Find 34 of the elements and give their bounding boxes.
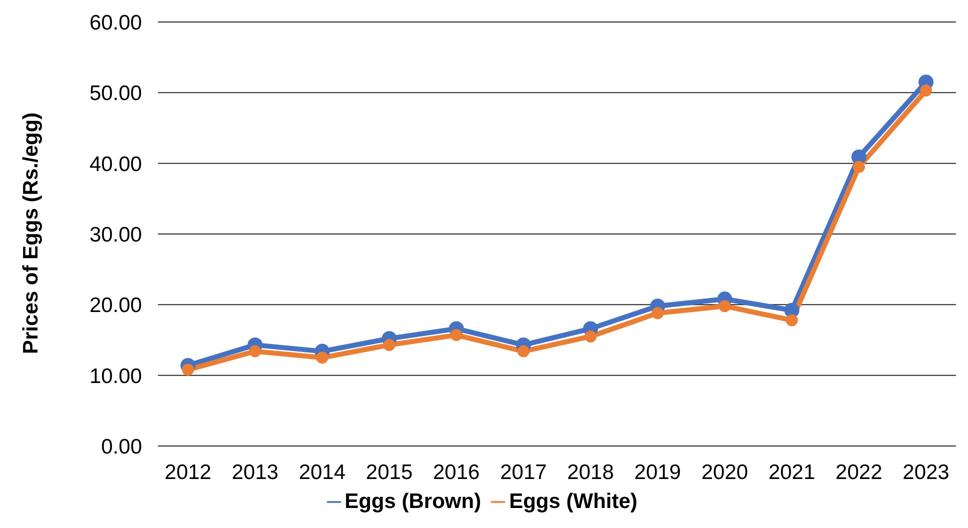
x-tick-label: 2022 (836, 460, 882, 484)
point (316, 352, 328, 364)
point (652, 307, 664, 320)
x-tick-label: 2021 (768, 460, 816, 484)
point (718, 300, 731, 312)
x-tick-label: 2013 (232, 460, 278, 484)
y-tick-label: 40.00 (89, 152, 142, 176)
y-tick-label: 60.00 (89, 11, 142, 34)
y-tick-label: 30.00 (89, 223, 142, 246)
y-tick-label: 50.00 (89, 82, 142, 106)
point (920, 84, 932, 97)
x-tick-label: 2017 (500, 460, 547, 484)
y-axis-title: Prices of Eggs (Rs./egg) (19, 112, 42, 354)
point (584, 330, 597, 342)
x-tick-label: 2014 (298, 460, 346, 484)
x-tick-label: 2020 (701, 460, 748, 484)
point (383, 338, 396, 351)
point (249, 345, 262, 358)
point (182, 364, 194, 376)
point (786, 314, 798, 326)
y-tick-label: 0.00 (101, 435, 142, 458)
x-tick-label: 2019 (634, 460, 681, 484)
x-tick-label: 2015 (366, 460, 413, 484)
legend-label: Eggs (White) (509, 490, 638, 513)
y-tick-label: 20.00 (89, 294, 142, 318)
x-tick-label: 2012 (164, 460, 212, 484)
x-tick-label: 2016 (433, 460, 480, 484)
point (450, 329, 462, 342)
x-tick-label: 2018 (567, 460, 614, 484)
x-tick-label: 2023 (902, 460, 950, 484)
legend-label: Eggs (Brown) (344, 490, 482, 513)
y-tick-label: 10.00 (89, 364, 142, 388)
point (852, 160, 865, 173)
point (517, 345, 530, 358)
